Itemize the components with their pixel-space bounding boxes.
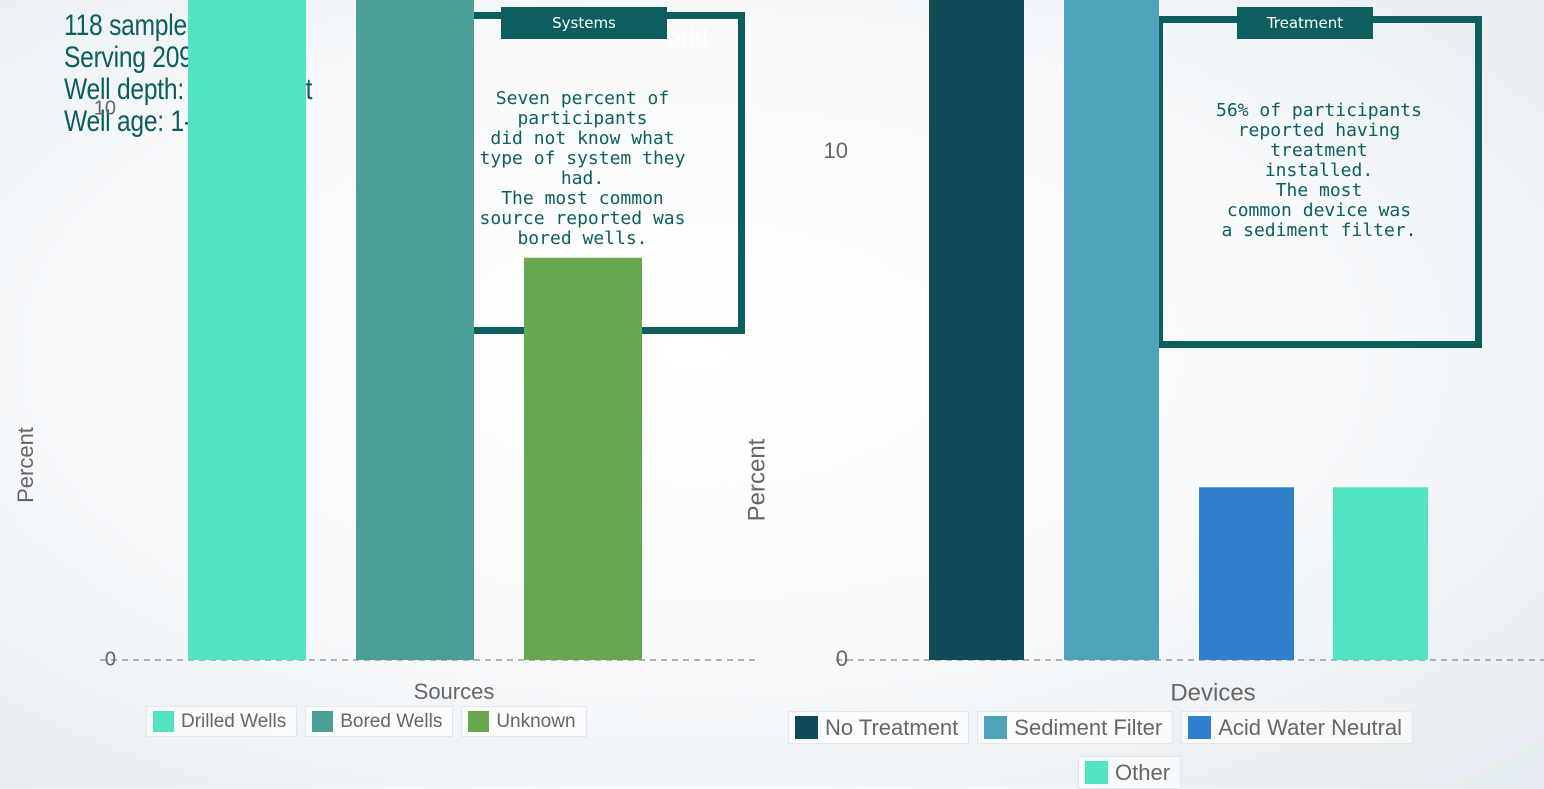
sources-y-tick-label: 0 [105, 648, 116, 670]
sources-legend-item[interactable]: Drilled Wells [146, 706, 298, 737]
devices-legend-row-2: Other [1078, 756, 1182, 789]
systems-callout-tag: Systems [501, 7, 667, 39]
legend-swatch [153, 711, 174, 732]
legend-label: Drilled Wells [181, 710, 287, 732]
legend-swatch [312, 711, 334, 732]
devices-y-axis-label: Percent [743, 438, 770, 521]
legend-swatch [1188, 716, 1212, 739]
devices-legend-item[interactable]: Sediment Filter [977, 711, 1174, 744]
treatment-callout-text: 56% of participants reported having trea… [1216, 100, 1422, 241]
legend-swatch [984, 716, 1008, 739]
sources-legend-item[interactable]: Unknown [461, 706, 587, 737]
sources-bar-drilled-wells [188, 0, 306, 660]
legend-swatch [468, 711, 490, 732]
sources-legend: Drilled Wells Bored Wells Unknown [146, 706, 587, 737]
sources-y-tick-label: 10 [94, 97, 116, 119]
devices-bar-no-treatment [929, 0, 1024, 660]
devices-x-axis-label: Devices [1170, 679, 1255, 706]
legend-label: Bored Wells [340, 710, 443, 732]
devices-y-tick-label: 10 [824, 138, 848, 163]
legend-label: Unknown [496, 710, 576, 732]
legend-label: No Treatment [825, 714, 959, 740]
devices-legend-item[interactable]: Acid Water Neutral [1181, 711, 1414, 744]
devices-y-tick-label: 0 [836, 646, 848, 671]
devices-legend-item[interactable]: No Treatment [788, 711, 970, 744]
sources-y-axis-label: Percent [13, 427, 38, 503]
devices-legend: No Treatment Sediment Filter Acid Water Ne… [788, 711, 1414, 744]
devices-bar-other [1333, 487, 1428, 660]
sources-x-axis-label: Sources [414, 679, 495, 704]
sources-bar-bored-wells [356, 0, 474, 660]
legend-label: Sediment Filter [1014, 714, 1163, 740]
devices-bar-sediment-filter [1064, 0, 1159, 660]
sources-legend-item[interactable]: Bored Wells [305, 706, 454, 737]
systems-callout-text: Seven percent of participants did not kn… [479, 88, 686, 249]
treatment-callout-tag: Treatment [1237, 7, 1373, 39]
legend-swatch [1085, 761, 1108, 784]
devices-bar-acid-water-neutral [1199, 487, 1294, 660]
legend-swatch [795, 716, 818, 739]
legend-label: Acid Water Neutral [1218, 714, 1403, 740]
sources-bar-unknown [524, 257, 642, 660]
treatment-callout: Treatment 56% of participants reported h… [1156, 7, 1482, 348]
legend-label: Other [1115, 759, 1171, 785]
devices-legend-item[interactable]: Other [1078, 756, 1182, 789]
